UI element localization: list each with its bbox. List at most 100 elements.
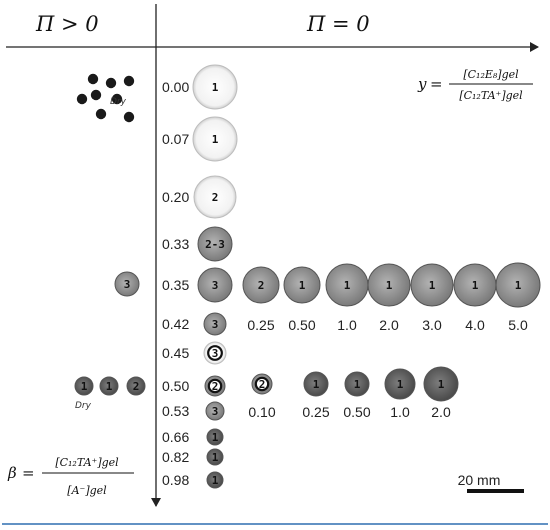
beta-value-label: 0.20 — [162, 189, 189, 205]
gel-mark: 1 — [212, 451, 219, 464]
row-beta-035: 2 0.25 1 0.50 1 1.0 1 2.0 1 3.0 1 4.0 1 5.0 — [242, 262, 541, 333]
pi-positive-gel-035: 3 — [114, 271, 140, 297]
beta-gel-0.00: 1 — [192, 64, 238, 110]
beta-gel-0.07: 1 — [192, 116, 238, 162]
row035-gel-y-0.50: 1 — [283, 266, 321, 304]
pi-positive-gel-050-2: 1 — [99, 376, 119, 396]
row050-y-label: 0.10 — [248, 404, 275, 420]
row-beta-050: 2 0.10 1 0.25 1 0.50 1 1.0 1 2.0 — [248, 366, 459, 420]
dry-particle — [123, 75, 135, 87]
beta-value-label: 0.45 — [162, 345, 189, 361]
gel-core — [207, 378, 223, 394]
gel-mark: 1 — [429, 279, 436, 292]
beta-gel-0.45: 3 — [203, 341, 227, 365]
gel-disc — [410, 263, 454, 307]
beta-value-label: 0.07 — [162, 131, 189, 147]
gel-disc — [242, 266, 280, 304]
gel-mark: 3 — [124, 278, 131, 291]
dry-label-top: Dry — [110, 97, 127, 107]
gel-mark: 1 — [313, 378, 320, 391]
dry-particle — [87, 73, 99, 85]
gel-disc — [423, 366, 459, 402]
gel-disc — [206, 471, 224, 489]
gel-disc — [344, 371, 370, 397]
gel-mark: 3 — [212, 405, 219, 418]
beta-value-label: 0.33 — [162, 236, 189, 252]
beta-equation-numerator: [C₁₂TA⁺]gel — [55, 456, 119, 469]
beta-value-label: 0.35 — [162, 277, 189, 293]
row050-gel-y-0.50: 1 — [344, 371, 370, 397]
gel-disc — [193, 175, 237, 219]
gel-disc — [206, 448, 224, 466]
gel-mark: 3 — [212, 347, 219, 360]
gel-core — [254, 376, 270, 392]
beta-gel-0.66: 1 — [206, 428, 224, 446]
gel-mark: 1 — [212, 81, 219, 94]
scale-bar-label: 20 mm — [458, 472, 501, 488]
beta-value-label: 0.98 — [162, 472, 189, 488]
gel-mark: 2-3 — [205, 238, 225, 251]
gel-disc — [495, 262, 541, 308]
gel-mark: 2 — [258, 279, 265, 292]
row050-gel-y-0.25: 1 — [303, 371, 329, 397]
gel-mark: 3 — [212, 318, 219, 331]
dry-particle — [105, 77, 117, 89]
beta-value-label: 0.42 — [162, 316, 189, 332]
gel-mark: 2 — [259, 378, 266, 391]
gel-mark: 1 — [354, 378, 361, 391]
row035-y-label: 2.0 — [379, 317, 399, 333]
gel-disc — [367, 263, 411, 307]
beta-equation-equals: = — [22, 464, 35, 482]
row050-y-label: 1.0 — [390, 404, 410, 420]
beta-value-label: 0.66 — [162, 429, 189, 445]
gel-mark: 1 — [212, 474, 219, 487]
row035-gel-y-5.0: 1 — [495, 262, 541, 308]
gel-mark: 1 — [515, 279, 522, 292]
header-pi-positive: Π > 0 — [35, 12, 99, 36]
gel-disc — [126, 376, 146, 396]
y-equation-denominator: [C₁₂TA⁺]gel — [459, 89, 523, 102]
gel-core — [207, 345, 223, 361]
gel-disc — [74, 376, 94, 396]
beta-gel-0.53: 3 — [205, 401, 225, 421]
pi-positive-gels: 3 1 1 2 — [74, 271, 146, 396]
gel-mark: 1 — [472, 279, 479, 292]
beta-value-label: 0.53 — [162, 403, 189, 419]
y-equation-lhs: y — [417, 75, 427, 93]
y-equation-numerator: [C₁₂E₈]gel — [463, 68, 519, 81]
dry-particle — [123, 111, 135, 123]
gel-disc — [283, 266, 321, 304]
gel-disc — [203, 312, 227, 336]
gel-mark: 1 — [212, 133, 219, 146]
gel-mark: 1 — [299, 279, 306, 292]
dry-particle — [111, 93, 123, 105]
gel-mark: 3 — [212, 279, 219, 292]
gel-disc — [114, 271, 140, 297]
row035-gel-y-0.25: 2 — [242, 266, 280, 304]
row035-gel-y-2.0: 1 — [367, 263, 411, 307]
beta-gel-0.20: 2 — [193, 175, 237, 219]
dry-particles — [76, 73, 135, 123]
row035-y-label: 5.0 — [508, 317, 528, 333]
gel-disc — [303, 371, 329, 397]
beta-value-label: 0.50 — [162, 378, 189, 394]
beta-gel-0.33: 2-3 — [197, 226, 233, 262]
pi-positive-gel-050-3: 2 — [126, 376, 146, 396]
beta-equation-lhs: β — [7, 464, 17, 482]
gel-mark: 1 — [438, 378, 445, 391]
header-pi-zero: Π = 0 — [306, 12, 370, 36]
pi-positive-gel-050-1: 1 — [74, 376, 94, 396]
row035-y-label: 1.0 — [337, 317, 357, 333]
y-equation: y = [C₁₂E₈]gel [C₁₂TA⁺]gel — [417, 68, 533, 102]
gel-mark: 1 — [81, 380, 88, 393]
gel-disc — [197, 226, 233, 262]
gel-mark: 2 — [212, 380, 219, 393]
dry-particle — [90, 89, 102, 101]
beta-gel-0.42: 3 — [203, 312, 227, 336]
gel-mark: 1 — [106, 380, 113, 393]
y-equation-equals: = — [430, 75, 443, 93]
row050-y-label: 2.0 — [431, 404, 451, 420]
beta-gel-0.35: 3 — [197, 267, 233, 303]
beta-gel-0.98: 1 — [206, 471, 224, 489]
